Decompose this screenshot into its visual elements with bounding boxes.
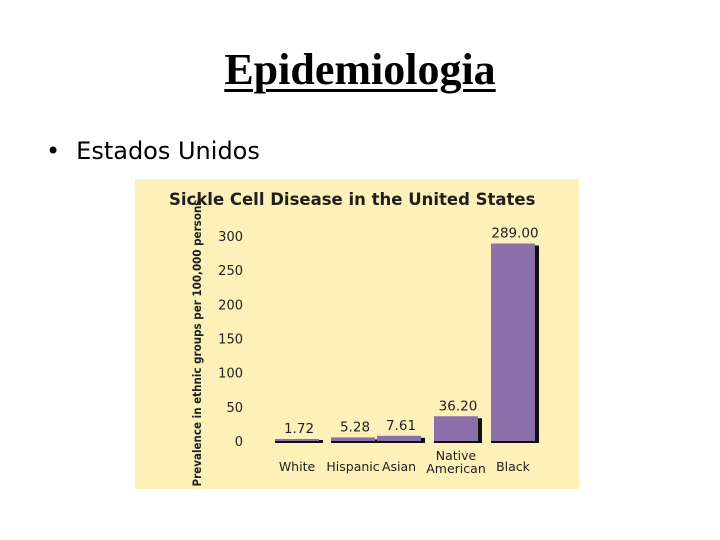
y-tick-label: 100 (218, 367, 243, 382)
category-label: Hispanic (326, 459, 379, 474)
category-label-line: Hispanic (326, 459, 379, 474)
chart-title: Sickle Cell Disease in the United States (169, 190, 536, 209)
bar-face (377, 435, 421, 441)
slide-title: Epidemiologia (0, 42, 720, 98)
value-label: 1.72 (284, 421, 314, 437)
y-tick-label: 200 (218, 298, 243, 313)
category-label-line: Black (496, 459, 531, 474)
bar-face (434, 416, 478, 441)
y-tick-label: 0 (235, 435, 243, 450)
value-label: 36.20 (439, 398, 478, 414)
y-axis-label: Prevalence in ethnic groups per 100,000 … (190, 200, 204, 487)
bar-base (377, 440, 425, 443)
y-tick-label: 150 (218, 333, 243, 348)
bullet-text: Estados Unidos (76, 137, 260, 165)
category-label-line: White (279, 459, 316, 474)
bar (434, 416, 482, 443)
y-tick-label: 250 (218, 264, 243, 279)
bar-shadow (533, 245, 539, 443)
value-label: 7.61 (386, 418, 416, 434)
bar-base (434, 440, 482, 443)
bar (331, 437, 379, 443)
bar-chart: Sickle Cell Disease in the United States… (169, 190, 539, 487)
category-label-line: Asian (382, 459, 416, 474)
bar (377, 435, 425, 443)
bar-face (331, 437, 375, 441)
category-label: Asian (382, 459, 416, 474)
value-label: 289.00 (491, 226, 538, 242)
value-label: 5.28 (340, 419, 370, 435)
bar-base (331, 440, 379, 443)
bars (275, 243, 539, 443)
value-labels: 1.72 5.28 7.61 36.20 289.00 (284, 226, 539, 437)
bar (491, 243, 539, 443)
bullet-symbol: • (46, 137, 61, 165)
bar-base (275, 440, 323, 443)
bar-shadow (476, 418, 482, 443)
category-label-line: Native (436, 448, 477, 463)
bullet-item: • Estados Unidos (46, 134, 260, 168)
chart-panel: Sickle Cell Disease in the United States… (135, 179, 579, 489)
slide-title-text: Epidemiologia (224, 45, 496, 94)
bar-base (491, 440, 539, 443)
y-tick-label: 300 (218, 230, 243, 245)
category-label-line: American (426, 461, 486, 476)
y-tick-label: 50 (226, 401, 243, 416)
bar-face (491, 243, 535, 441)
category-label: Black (496, 459, 531, 474)
bar (275, 439, 323, 443)
y-tick-labels: 0 50 100 150 200 250 300 (218, 230, 243, 450)
bar-face (275, 439, 319, 441)
category-label: White (279, 459, 316, 474)
